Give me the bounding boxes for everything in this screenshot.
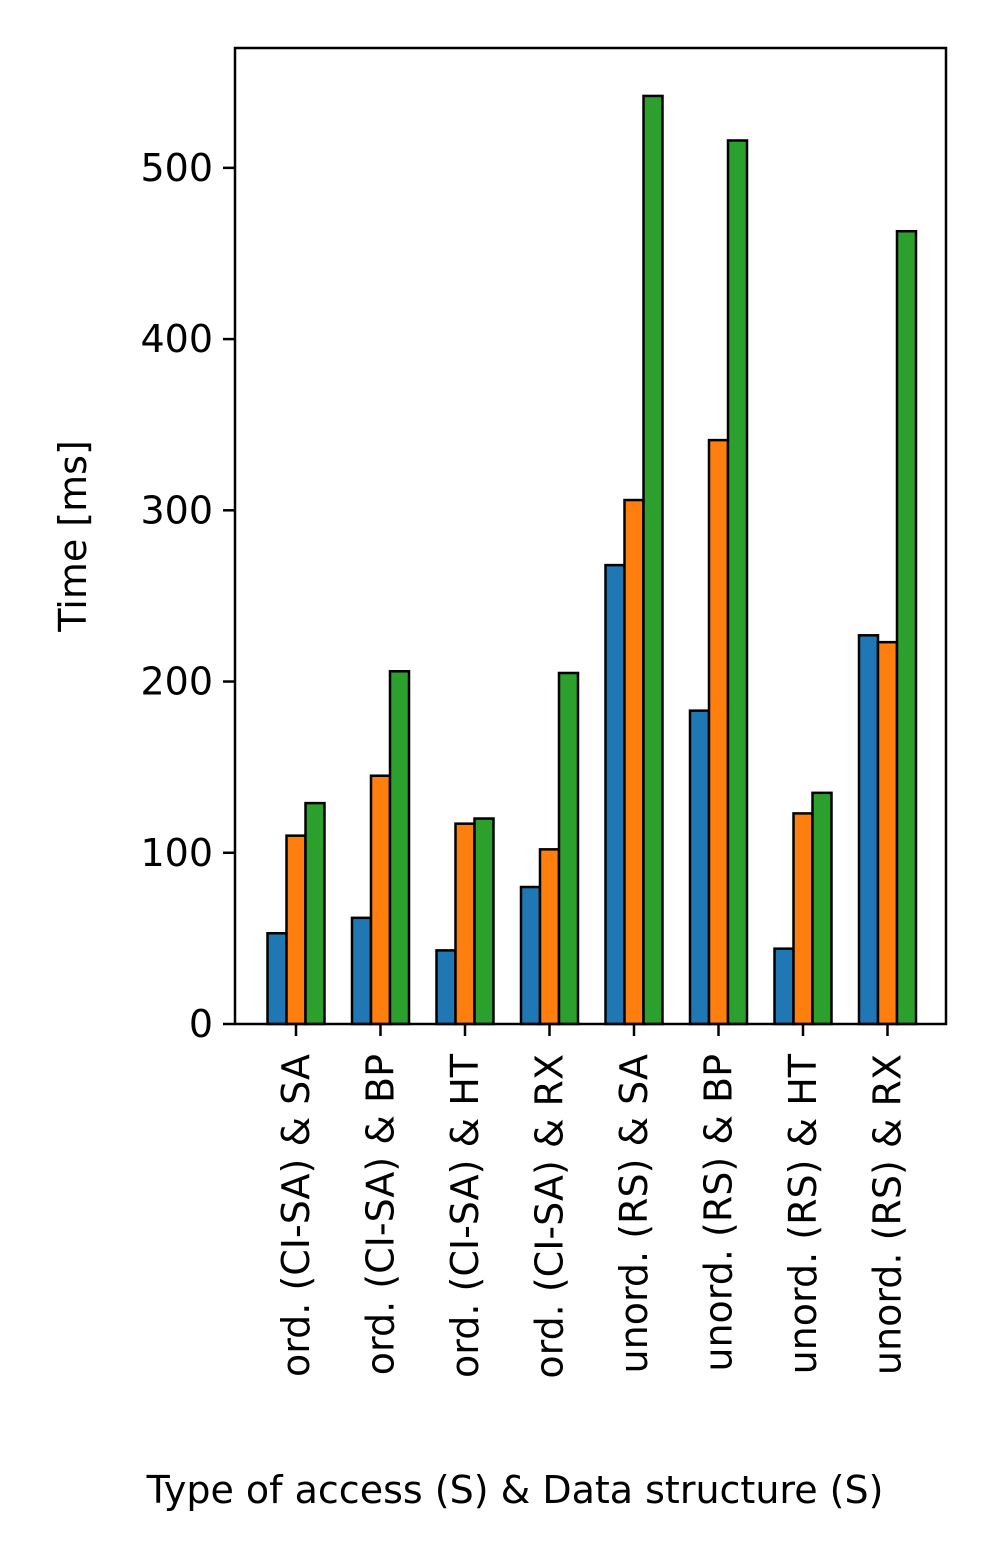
x-tick-label: ord. (CI-SA) & SA (274, 1054, 318, 1377)
bar (773, 947, 795, 1026)
y-axis: 0 100 200 300 400 500 (140, 146, 235, 1046)
x-tick-label: ord. (CI-SA) & RX (528, 1054, 572, 1379)
y-tick-label: 400 (140, 317, 213, 361)
bar (454, 822, 476, 1026)
y-tick-label: 500 (140, 146, 213, 190)
bar (519, 885, 542, 1026)
x-tick-label: unord. (RS) & SA (612, 1054, 656, 1373)
x-tick-label: unord. (RS) & HT (781, 1053, 825, 1374)
x-tick-label: unord. (RS) & BP (697, 1054, 741, 1372)
bar (369, 774, 392, 1026)
bars-layer (266, 94, 918, 1026)
y-tick-label: 300 (140, 488, 213, 532)
bar (857, 634, 880, 1026)
bar (876, 640, 899, 1026)
bar (642, 94, 664, 1026)
y-axis-label: Time [ms] (51, 440, 95, 633)
bar (895, 229, 918, 1026)
bar (688, 709, 711, 1026)
x-axis: ord. (CI-SA) & SA ord. (CI-SA) & BP ord. (… (274, 1024, 910, 1379)
plot-frame (233, 46, 948, 1026)
y-tick-label: 100 (140, 831, 213, 875)
bar (473, 817, 495, 1026)
bar (707, 438, 730, 1026)
bar (811, 791, 833, 1026)
bar (792, 812, 814, 1026)
x-axis-label: Type of access (S) & Data structure (S) (146, 1468, 884, 1512)
bar (604, 563, 626, 1026)
bar (623, 498, 645, 1026)
bar (435, 949, 457, 1026)
x-tick-label: ord. (CI-SA) & HT (443, 1053, 487, 1378)
bar (285, 834, 307, 1026)
bar (304, 801, 326, 1026)
bar (350, 916, 373, 1026)
bar (388, 670, 411, 1026)
bar (557, 671, 580, 1026)
bar (726, 139, 749, 1026)
y-tick-label: 0 (189, 1002, 213, 1046)
bar (266, 931, 288, 1026)
bar (538, 848, 561, 1026)
y-tick-label: 200 (140, 660, 213, 704)
x-tick-label: ord. (CI-SA) & BP (359, 1054, 403, 1375)
x-tick-label: unord. (RS) & RX (866, 1054, 910, 1375)
